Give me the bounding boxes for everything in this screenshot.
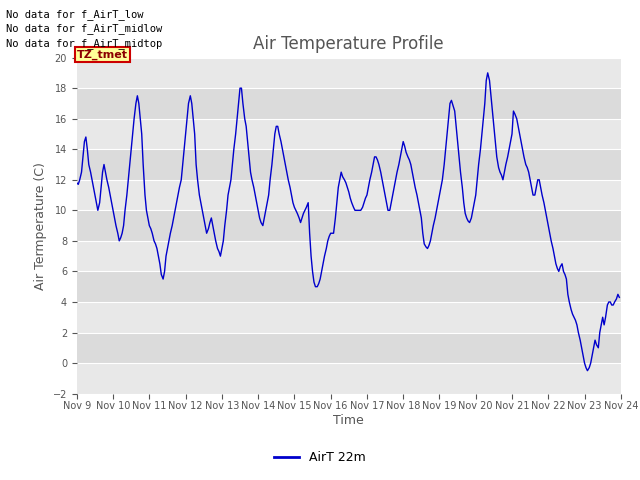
Legend: AirT 22m: AirT 22m	[269, 446, 371, 469]
Y-axis label: Air Termperature (C): Air Termperature (C)	[34, 162, 47, 289]
Bar	[77, 271, 621, 302]
Text: TZ_tmet: TZ_tmet	[77, 49, 128, 60]
Text: No data for f_AirT_low: No data for f_AirT_low	[6, 9, 144, 20]
X-axis label: Time: Time	[333, 414, 364, 427]
Bar	[77, 88, 621, 119]
Bar	[77, 149, 621, 180]
Bar	[77, 210, 621, 241]
Bar	[77, 333, 621, 363]
Title: Air Temperature Profile: Air Temperature Profile	[253, 35, 444, 53]
Text: No data for f_AirT_midlow: No data for f_AirT_midlow	[6, 23, 163, 34]
Text: No data for f_AirT_midtop: No data for f_AirT_midtop	[6, 37, 163, 48]
